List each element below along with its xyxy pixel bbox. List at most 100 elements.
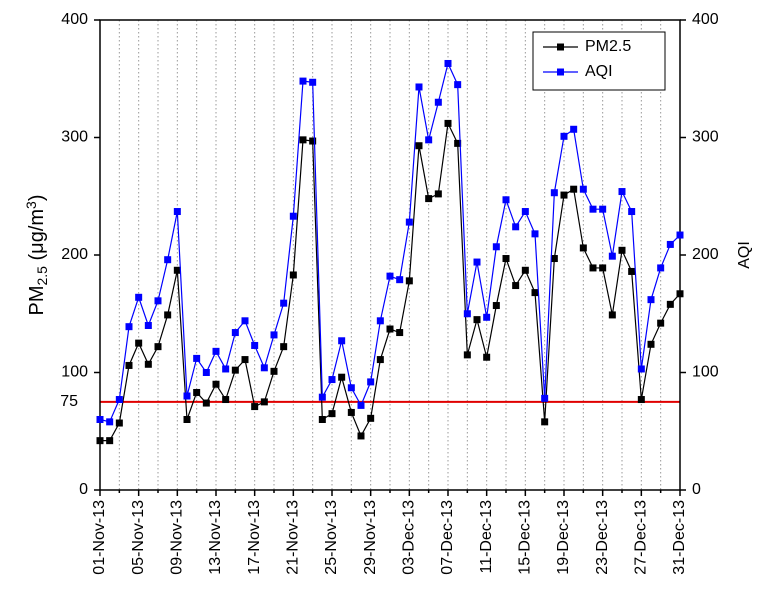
y-tick-label: 400 — [61, 11, 88, 28]
legend-label: PM2.5 — [585, 38, 631, 55]
marker — [666, 300, 674, 308]
marker — [570, 125, 578, 133]
y-tick-label: 200 — [61, 246, 88, 263]
marker — [492, 243, 500, 251]
marker — [386, 272, 394, 280]
marker — [415, 142, 423, 150]
marker — [531, 230, 539, 238]
marker — [550, 189, 558, 197]
reference-label: 75 — [60, 393, 78, 410]
marker — [531, 289, 539, 297]
y-axis-label-part: (μg/m — [26, 209, 48, 266]
marker — [309, 137, 317, 145]
marker — [231, 329, 239, 337]
marker — [521, 208, 529, 216]
marker — [444, 59, 452, 67]
marker — [347, 408, 355, 416]
marker — [541, 418, 549, 426]
marker — [608, 311, 616, 319]
y2-tick-label: 200 — [692, 246, 719, 263]
marker — [96, 416, 104, 423]
marker — [106, 418, 114, 426]
marker — [599, 264, 607, 272]
marker — [154, 297, 162, 305]
marker — [231, 366, 239, 374]
marker — [589, 264, 597, 272]
y2-axis-label: AQI — [736, 241, 753, 269]
x-tick-label: 23-Dec-13 — [594, 500, 611, 575]
marker — [376, 356, 384, 364]
marker — [318, 393, 326, 401]
x-tick-label: 01-Nov-13 — [91, 500, 108, 575]
marker — [125, 323, 133, 331]
marker — [512, 282, 520, 290]
marker — [502, 196, 510, 204]
y2-tick-label: 100 — [692, 364, 719, 381]
marker — [183, 416, 191, 423]
marker — [222, 396, 230, 404]
x-tick-label: 17-Nov-13 — [246, 500, 263, 575]
y-axis-label-part: 3 — [23, 201, 39, 209]
x-tick-label: 29-Nov-13 — [362, 500, 379, 575]
marker — [550, 255, 558, 263]
marker — [666, 240, 674, 248]
marker — [637, 365, 645, 373]
marker — [251, 403, 259, 411]
marker — [106, 437, 114, 445]
y-axis-label-part: PM — [26, 286, 48, 316]
y2-tick-label: 400 — [692, 11, 719, 28]
marker — [483, 353, 491, 361]
marker — [647, 340, 655, 348]
marker — [560, 191, 568, 199]
marker — [473, 258, 481, 266]
marker — [676, 231, 684, 239]
marker — [367, 414, 375, 422]
marker — [173, 266, 181, 274]
marker — [599, 205, 607, 213]
marker — [328, 376, 336, 384]
marker — [405, 218, 413, 226]
y-axis-label-part: ) — [26, 194, 48, 201]
legend-box — [532, 31, 666, 91]
x-tick-label: 03-Dec-13 — [401, 500, 418, 575]
marker — [512, 223, 520, 231]
marker — [608, 252, 616, 260]
marker — [541, 394, 549, 402]
marker — [280, 343, 288, 351]
legend-label: AQI — [585, 63, 613, 80]
marker — [473, 316, 481, 324]
legend-marker — [557, 43, 564, 51]
x-tick-label: 11-Dec-13 — [478, 500, 495, 574]
marker — [338, 373, 346, 381]
marker — [173, 208, 181, 216]
marker — [270, 331, 278, 339]
marker — [241, 317, 249, 325]
marker — [454, 139, 462, 147]
marker — [318, 416, 326, 423]
x-tick-label: 05-Nov-13 — [130, 500, 147, 575]
marker — [212, 347, 220, 355]
marker — [657, 264, 665, 272]
marker — [241, 356, 249, 364]
marker — [96, 437, 104, 445]
marker — [125, 361, 133, 369]
y-tick-label: 0 — [79, 481, 88, 498]
marker — [135, 293, 143, 301]
x-tick-label: 07-Dec-13 — [439, 500, 456, 575]
marker — [135, 339, 143, 347]
marker — [154, 343, 162, 351]
marker — [115, 396, 123, 404]
marker — [483, 313, 491, 321]
marker — [463, 351, 471, 359]
marker — [289, 271, 297, 279]
marker — [396, 276, 404, 284]
marker — [299, 136, 307, 144]
marker — [521, 266, 529, 274]
marker — [309, 78, 317, 86]
marker — [628, 267, 636, 275]
marker — [579, 185, 587, 193]
marker — [202, 369, 210, 376]
x-tick-label: 27-Dec-13 — [633, 500, 650, 575]
marker — [280, 299, 288, 307]
